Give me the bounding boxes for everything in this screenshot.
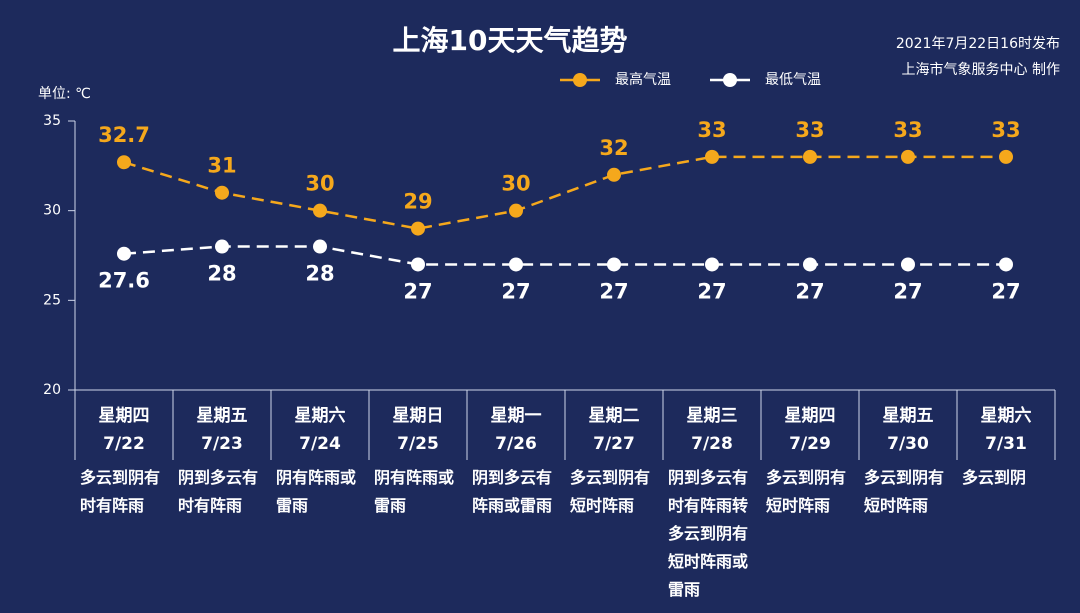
data-label: 30 xyxy=(305,172,334,196)
data-point xyxy=(901,257,915,272)
y-tick-label: 25 xyxy=(43,292,61,308)
x-tick-label: 7/31 xyxy=(985,434,1027,454)
publisher: 上海市气象服务中心 制作 xyxy=(902,61,1060,78)
data-point xyxy=(313,239,327,254)
data-point xyxy=(999,149,1013,164)
data-point xyxy=(117,155,131,170)
data-label: 33 xyxy=(893,118,922,142)
x-tick-label: 7/24 xyxy=(299,434,341,454)
legend-label: 最低气温 xyxy=(765,72,821,88)
data-point xyxy=(607,167,621,182)
x-tick-label: 7/28 xyxy=(691,434,733,454)
data-point xyxy=(215,239,229,254)
data-label: 33 xyxy=(991,118,1020,142)
weekday-label: 星期日 xyxy=(393,406,444,426)
weekday-label: 星期二 xyxy=(589,406,640,426)
data-label: 29 xyxy=(403,190,432,214)
x-tick-label: 7/22 xyxy=(103,434,145,454)
data-point xyxy=(803,149,817,164)
weather-description: 多云到阴有时有阵雨 xyxy=(80,468,161,515)
weather-description: 阴到多云有时有阵雨转多云到阴有短时阵雨或雷雨 xyxy=(668,468,749,599)
data-label: 30 xyxy=(501,172,530,196)
x-tick-label: 7/23 xyxy=(201,434,243,454)
weekday-label: 星期四 xyxy=(99,406,150,426)
data-point xyxy=(411,257,425,272)
data-label: 27 xyxy=(795,279,824,303)
data-label: 27 xyxy=(599,279,628,303)
weather-description: 多云到阴有短时阵雨 xyxy=(766,468,847,515)
weekday-label: 星期六 xyxy=(295,405,346,426)
series-line xyxy=(123,245,1006,266)
weather-description: 阴有阵雨或雷雨 xyxy=(374,468,455,515)
x-tick-label: 7/27 xyxy=(593,434,635,454)
data-label: 27 xyxy=(501,279,530,303)
weekday-label: 星期五 xyxy=(197,406,248,426)
weekday-label: 星期一 xyxy=(491,406,542,426)
data-label: 32.7 xyxy=(98,123,150,147)
data-label: 27 xyxy=(893,279,922,303)
data-label: 33 xyxy=(795,118,824,142)
x-tick-label: 7/30 xyxy=(887,434,929,454)
weather-description: 多云到阴 xyxy=(962,468,1027,487)
data-label: 27 xyxy=(403,279,432,303)
data-point xyxy=(901,149,915,164)
legend-marker xyxy=(723,73,737,87)
publish-time: 2021年7月22日16时发布 xyxy=(896,36,1060,52)
x-tick-label: 7/26 xyxy=(495,434,537,454)
data-label: 27.6 xyxy=(98,269,150,293)
data-point xyxy=(215,185,229,200)
weather-description: 多云到阴有短时阵雨 xyxy=(570,468,651,515)
chart-title: 上海10天天气趋势 xyxy=(393,24,628,57)
data-label: 32 xyxy=(599,136,628,160)
data-label: 28 xyxy=(207,262,236,286)
legend-marker xyxy=(573,73,587,87)
legend-label: 最高气温 xyxy=(615,71,671,88)
data-label: 33 xyxy=(697,118,726,142)
data-point xyxy=(117,246,131,261)
x-tick-label: 7/25 xyxy=(397,434,439,454)
weather-description: 多云到阴有短时阵雨 xyxy=(864,468,945,515)
weather-description: 阴有阵雨或雷雨 xyxy=(276,468,357,515)
y-tick-label: 35 xyxy=(43,113,61,129)
data-point xyxy=(509,203,523,218)
data-point xyxy=(999,257,1013,272)
weekday-label: 星期六 xyxy=(981,405,1032,426)
series-line xyxy=(123,155,1006,230)
unit-label: 单位: ℃ xyxy=(38,86,91,102)
data-point xyxy=(607,257,621,272)
x-tick-label: 7/29 xyxy=(789,434,831,454)
data-point xyxy=(803,257,817,272)
y-tick-label: 20 xyxy=(43,382,61,398)
weekday-label: 星期五 xyxy=(883,406,934,426)
data-label: 31 xyxy=(207,154,236,178)
data-point xyxy=(509,257,523,272)
y-tick-label: 30 xyxy=(43,203,61,219)
data-point xyxy=(705,257,719,272)
weekday-label: 星期四 xyxy=(785,406,836,426)
data-label: 27 xyxy=(991,279,1020,303)
data-point xyxy=(705,149,719,164)
weather-description: 阴到多云有时有阵雨 xyxy=(178,468,259,515)
data-point xyxy=(411,221,425,236)
data-label: 27 xyxy=(697,279,726,303)
weather-description: 阴到多云有阵雨或雷雨 xyxy=(472,468,553,515)
data-label: 28 xyxy=(305,262,334,286)
weekday-label: 星期三 xyxy=(687,406,738,426)
data-point xyxy=(313,203,327,218)
